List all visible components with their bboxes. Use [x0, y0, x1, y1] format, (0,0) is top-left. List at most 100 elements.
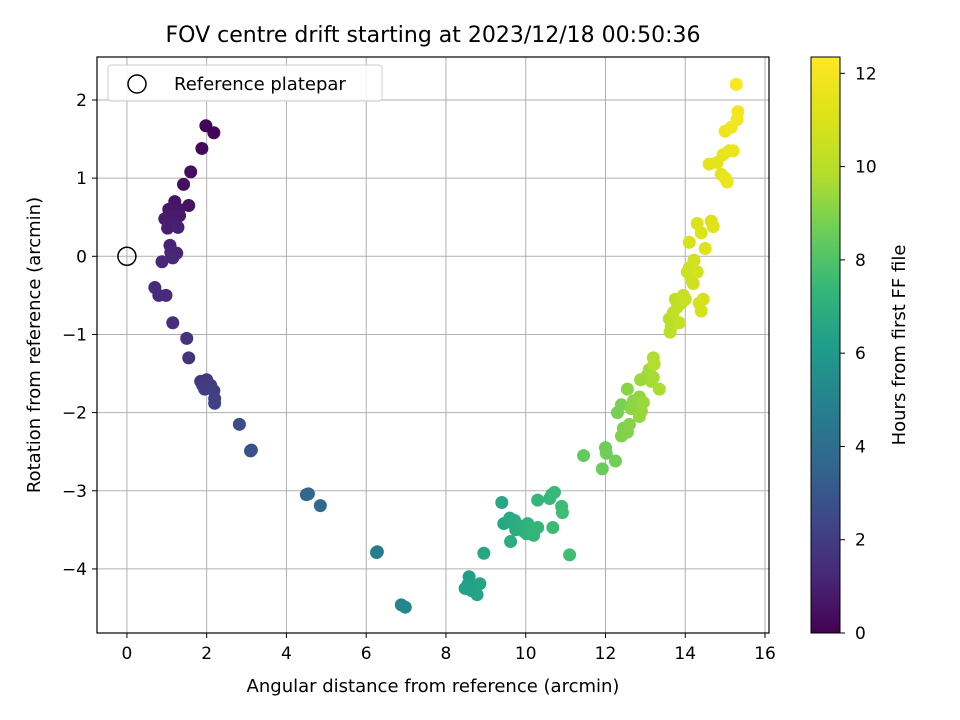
scatter-point	[155, 255, 169, 269]
scatter-point	[182, 198, 196, 212]
scatter-point	[244, 444, 258, 458]
y-tick-label: −1	[62, 325, 87, 345]
x-tick-label: 2	[201, 644, 212, 664]
scatter-point	[180, 331, 194, 345]
scatter-point	[726, 144, 740, 158]
scatter-point	[698, 241, 712, 255]
plot-frame	[96, 56, 770, 634]
scatter-point	[694, 226, 708, 240]
scatter-point	[531, 520, 545, 534]
scatter-point	[663, 325, 677, 339]
colorbar-label: Hours from first FF file	[889, 245, 910, 446]
x-tick-label: 4	[281, 644, 292, 664]
scatter-point	[608, 454, 622, 468]
grid-lines	[97, 57, 769, 633]
scatter-point	[731, 105, 745, 119]
scatter-point	[547, 485, 561, 499]
y-axis-ticks: −4 −3 −2 −1 0 1 2	[62, 91, 97, 580]
scatter-point	[208, 396, 222, 410]
x-tick-label: 6	[361, 644, 372, 664]
scatter-point	[599, 446, 613, 460]
x-tick-label: 0	[121, 644, 132, 664]
scatter-point	[166, 251, 180, 265]
reference-point-marker	[117, 246, 137, 267]
y-tick-label: −3	[62, 482, 87, 502]
scatter-point	[232, 417, 246, 431]
colorbar-tick-label: 0	[855, 624, 866, 644]
scatter-point	[555, 506, 569, 520]
scatter-point	[720, 175, 734, 189]
scatter-point	[398, 600, 412, 614]
scatter-point	[473, 577, 487, 591]
scatter-point	[313, 499, 327, 513]
y-tick-label: 0	[76, 247, 87, 267]
scatter-point	[636, 395, 650, 409]
scatter-point	[624, 402, 638, 416]
chart-title: FOV centre drift starting at 2023/12/18 …	[166, 23, 701, 48]
x-tick-label: 8	[441, 644, 452, 664]
colorbar-tick-label: 12	[855, 64, 877, 84]
colorbar-ticks: 0 2 4 6 8 10 12	[840, 64, 877, 644]
scatter-point	[301, 487, 315, 501]
colorbar-tick-label: 6	[855, 344, 866, 364]
scatter-point	[595, 462, 609, 476]
legend-marker-icon	[127, 74, 147, 94]
scatter-point	[646, 370, 660, 384]
scatter-point	[622, 417, 636, 431]
legend: Reference platepar	[107, 64, 383, 102]
scatter-point	[166, 316, 180, 330]
x-axis-ticks: 0 2 4 6 8 10 12 14 16	[121, 633, 776, 664]
scatter-point	[504, 535, 518, 549]
scatter-point	[161, 221, 175, 235]
colorbar-tick-label: 4	[855, 437, 866, 457]
scatter-point	[577, 449, 591, 463]
y-tick-label: −4	[62, 560, 87, 580]
scatter-point	[652, 382, 666, 396]
colorbar-tick-label: 2	[855, 531, 866, 551]
y-tick-label: 1	[76, 169, 87, 189]
colorbar-tick-label: 10	[855, 158, 877, 178]
scatter-point	[687, 253, 701, 267]
scatter-point	[195, 141, 209, 155]
colorbar-gradient	[810, 56, 841, 634]
scatter-point	[477, 546, 491, 560]
scatter-point	[159, 288, 173, 302]
x-tick-label: 12	[595, 644, 617, 664]
legend-box	[107, 64, 383, 102]
colorbar: 0 2 4 6 8 10 12 Hours from first FF file	[810, 56, 910, 644]
x-tick-label: 10	[515, 644, 537, 664]
y-axis-label: Rotation from reference (arcmin)	[24, 197, 45, 493]
scatter-point	[177, 177, 191, 191]
legend-label: Reference platepar	[174, 74, 346, 95]
x-tick-label: 14	[674, 644, 696, 664]
scatter-point	[647, 357, 661, 371]
scatter-point	[690, 265, 704, 279]
scatter-point	[706, 220, 720, 234]
scatter-point	[370, 546, 384, 560]
colorbar-tick-label: 8	[855, 251, 866, 271]
scatter-point	[495, 495, 509, 509]
scatter-point	[678, 292, 692, 306]
scatter-point	[184, 165, 198, 179]
scatter-point	[614, 398, 628, 412]
data-points	[148, 77, 745, 614]
scatter-point	[182, 351, 196, 365]
scatter-point	[207, 126, 221, 140]
scatter-point	[546, 520, 560, 534]
scatter-point	[694, 304, 708, 318]
scatter-point	[563, 548, 577, 562]
y-tick-label: 2	[76, 91, 87, 111]
x-axis-label: Angular distance from reference (arcmin)	[247, 676, 620, 697]
scatter-point	[729, 77, 743, 91]
scatter-point	[682, 235, 696, 249]
y-tick-label: −2	[62, 404, 87, 424]
scatter-point	[686, 277, 700, 291]
scatter-point	[531, 493, 545, 507]
plot-background	[97, 57, 769, 633]
scatter-point	[171, 220, 185, 234]
scatter-point	[470, 588, 484, 602]
x-tick-label: 16	[754, 644, 776, 664]
scatter-point	[696, 292, 710, 306]
scatter-point	[672, 316, 686, 330]
